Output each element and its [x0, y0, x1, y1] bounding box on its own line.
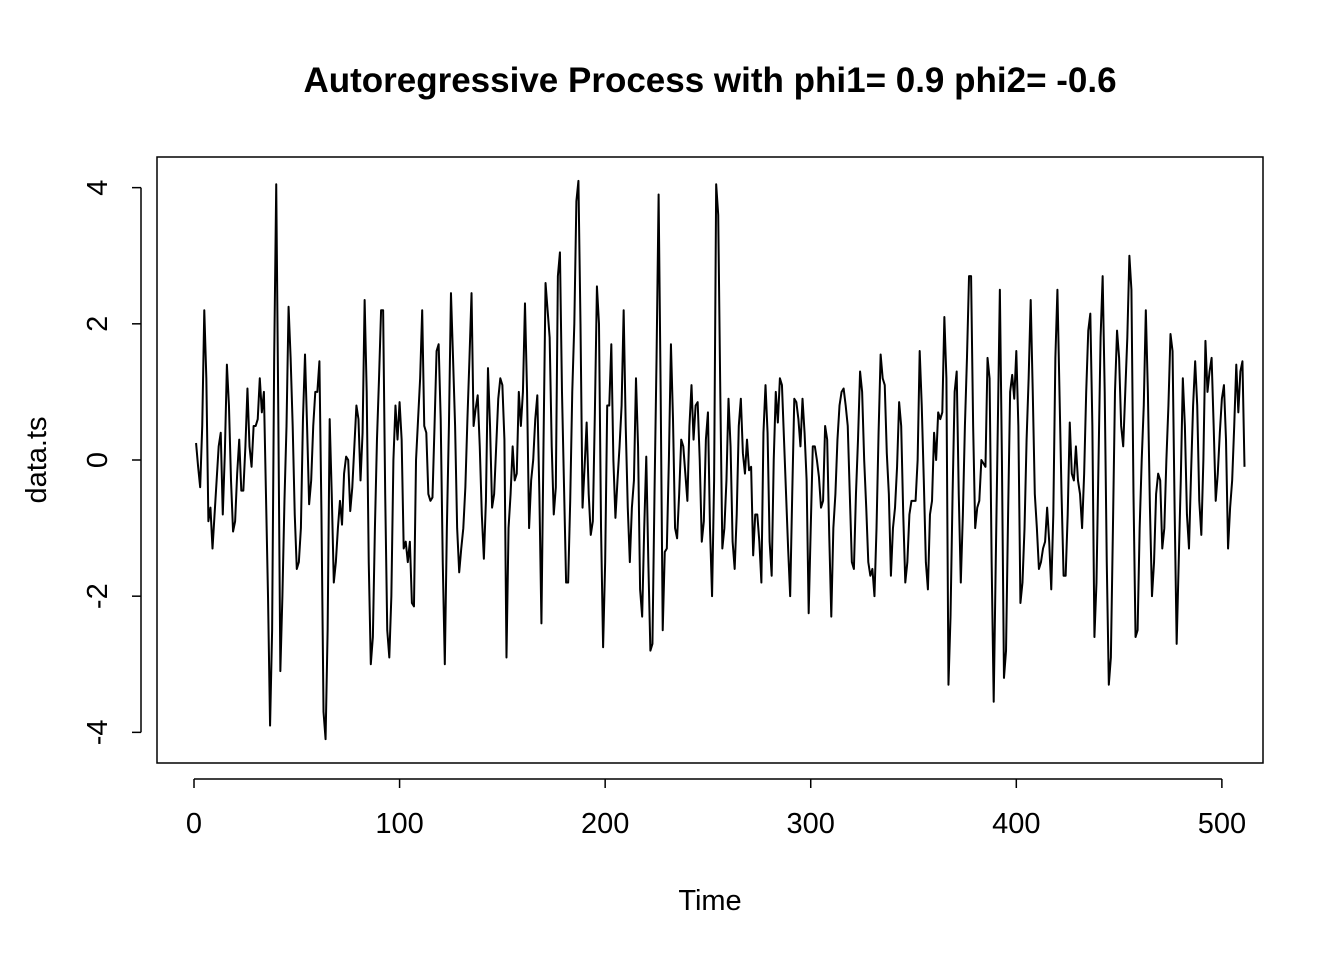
x-axis: 0 100 200 300 400 500	[186, 778, 1246, 840]
y-tick-label: -2	[82, 583, 114, 609]
series-group	[195, 179, 1246, 741]
y-tick-label: -4	[82, 719, 114, 745]
y-tick-label: 2	[82, 316, 114, 332]
y-tick-label: 4	[82, 180, 114, 196]
series-line	[195, 179, 1246, 741]
x-tick-label: 100	[375, 808, 423, 840]
x-tick-label: 400	[992, 808, 1040, 840]
x-tick-label: 0	[186, 808, 202, 840]
y-tick-label: 0	[82, 452, 114, 468]
x-axis-label: Time	[678, 885, 741, 917]
plot-frame	[156, 156, 1264, 764]
y-axis: -4 -2 0 2 4	[82, 180, 142, 745]
chart-title: Autoregressive Process with phi1= 0.9 ph…	[303, 61, 1116, 100]
x-tick-label: 200	[581, 808, 629, 840]
x-tick-label: 500	[1198, 808, 1246, 840]
x-tick-label: 300	[787, 808, 835, 840]
y-axis-label: data.ts	[21, 416, 53, 503]
